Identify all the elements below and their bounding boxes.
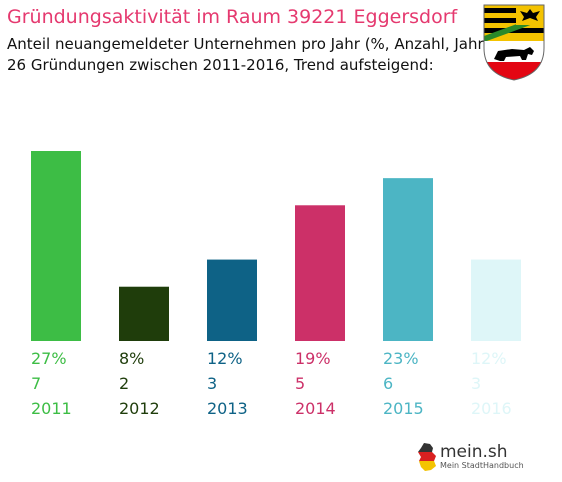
year-label-2015: 2015 [383,399,424,418]
germany-map-icon [418,443,436,471]
bar-chart: 27% 7 2011 8% 2 2012 12% 3 2013 19% 5 2014 23% 6 2015 1… [31,151,521,418]
bar-2016 [471,259,521,341]
count-label-2013: 3 [207,374,217,393]
year-label-2011: 2011 [31,399,72,418]
percent-label-2015: 23% [383,349,419,368]
count-label-2011: 7 [31,374,41,393]
year-label-2012: 2012 [119,399,160,418]
percent-label-2012: 8% [119,349,144,368]
chart-subtitle-line-2: 26 Gründungen zwischen 2011-2016, Trend … [7,56,434,74]
bar-2013 [207,259,257,341]
year-label-2016: 2016 [471,399,512,418]
bar-2012 [119,286,169,341]
bar-2014 [295,205,345,341]
year-label-2013: 2013 [207,399,248,418]
count-label-2016: 3 [471,374,481,393]
count-label-2014: 5 [295,374,305,393]
percent-label-2011: 27% [31,349,67,368]
mein-sh-logo: mein.sh Mein StadtHandbuch [414,440,554,476]
chart-title: Gründungsaktivität im Raum 39221 Eggersd… [7,6,458,28]
year-label-2014: 2014 [295,399,336,418]
percent-label-2016: 12% [471,349,507,368]
percent-label-2013: 12% [207,349,243,368]
bar-2015 [383,178,433,341]
percent-label-2014: 19% [295,349,331,368]
logo-tagline: Mein StadtHandbuch [440,461,524,470]
bar-2011 [31,151,81,341]
logo-name: mein.sh [440,442,508,462]
count-label-2015: 6 [383,374,393,393]
count-label-2012: 2 [119,374,129,393]
chart-subtitle-line-1: Anteil neuangemeldeter Unternehmen pro J… [7,35,490,53]
saxony-anhalt-coat-of-arms-icon [483,4,545,81]
